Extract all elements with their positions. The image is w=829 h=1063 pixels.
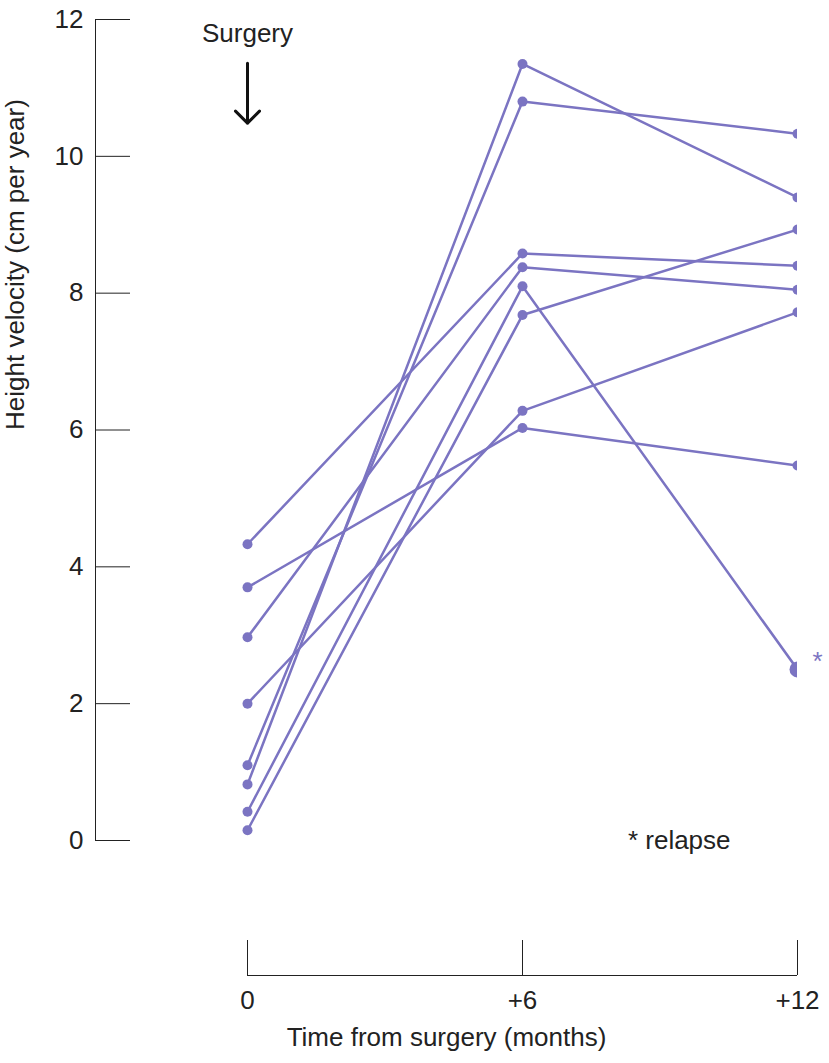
svg-text:12: 12 [55, 4, 84, 34]
svg-text:8: 8 [69, 277, 83, 307]
svg-text:4: 4 [69, 551, 83, 581]
svg-text:2: 2 [69, 688, 83, 718]
svg-text:6: 6 [69, 414, 83, 444]
svg-text:0: 0 [240, 985, 254, 1015]
svg-text:Surgery: Surgery [202, 18, 293, 48]
svg-text:0: 0 [69, 825, 83, 855]
svg-text:* relapse: * relapse [628, 825, 731, 855]
svg-text:Time from surgery (months): Time from surgery (months) [287, 1022, 607, 1052]
svg-text:10: 10 [55, 141, 84, 171]
svg-text:+6: +6 [508, 985, 538, 1015]
svg-text:Height velocity (cm per year): Height velocity (cm per year) [0, 99, 30, 430]
svg-text:+12: +12 [775, 985, 819, 1015]
svg-text:*: * [812, 646, 822, 676]
